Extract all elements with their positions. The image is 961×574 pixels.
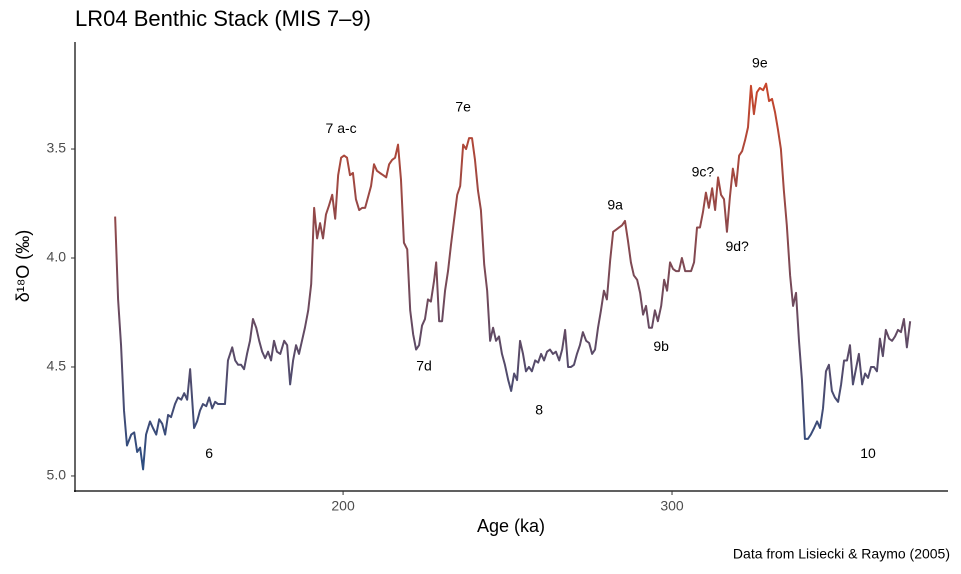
annotation: 9d? [725, 238, 749, 254]
annotation: 7 a-c [326, 120, 357, 136]
data-line [114, 82, 912, 471]
x-tick-label: 200 [331, 498, 355, 514]
annotation: 9e [752, 55, 768, 71]
y-tick-label: 5.0 [47, 467, 67, 483]
annotation: 10 [860, 445, 876, 461]
caption: Data from Lisiecki & Raymo (2005) [733, 546, 950, 562]
x-axis-title: Age (ka) [477, 516, 545, 536]
annotation: 8 [535, 401, 543, 417]
annotation: 9b [653, 338, 669, 354]
annotation: 7e [455, 98, 471, 114]
annotation: 6 [205, 445, 213, 461]
annotation: 9c? [692, 164, 715, 180]
chart-title: LR04 Benthic Stack (MIS 7–9) [75, 6, 371, 31]
x-tick-label: 300 [660, 498, 684, 514]
annotation: 7d [416, 358, 432, 374]
annotation: 9a [607, 196, 623, 212]
y-axis-title: δ¹⁸O (‰) [13, 230, 33, 303]
y-tick-label: 3.5 [47, 140, 67, 156]
y-tick-label: 4.5 [47, 358, 67, 374]
y-tick-label: 4.0 [47, 249, 67, 265]
